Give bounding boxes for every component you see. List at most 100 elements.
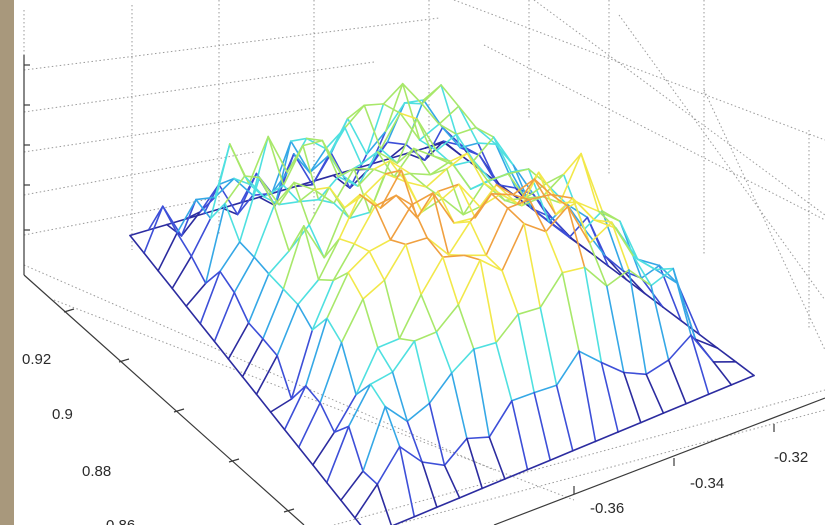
mesh-segment	[129, 229, 150, 237]
mesh-segment	[362, 298, 379, 349]
mesh-segment	[472, 348, 491, 438]
mesh-segment	[406, 402, 431, 423]
mesh-segment	[426, 237, 450, 256]
mesh-segment	[391, 340, 416, 373]
mesh-segment	[311, 431, 336, 466]
mesh-segment	[313, 174, 335, 182]
mesh-segment	[369, 371, 394, 386]
mesh-segment	[420, 256, 444, 296]
mesh-segment	[457, 259, 482, 306]
mesh-segment	[449, 160, 472, 190]
mesh-segment	[195, 196, 216, 201]
mesh-segment	[317, 278, 335, 282]
mesh-segment	[438, 105, 460, 125]
mesh-segment	[357, 168, 375, 187]
y-axis-line	[23, 274, 305, 525]
mesh-segment	[550, 193, 574, 199]
mesh-segment	[376, 483, 393, 525]
mesh-segment	[233, 291, 250, 324]
mesh-segment	[457, 303, 475, 350]
mesh-segment	[507, 168, 530, 175]
mesh-segment	[180, 198, 197, 237]
grid-line	[703, 89, 825, 351]
mesh-segment	[389, 160, 411, 175]
mesh-segment	[475, 126, 495, 138]
x-axis-line	[493, 397, 825, 525]
mesh-segment	[533, 178, 557, 216]
mesh-segment	[376, 346, 394, 373]
mesh-segment	[308, 147, 327, 174]
mesh-segment	[690, 334, 710, 396]
mesh-segment	[492, 136, 512, 173]
mesh-segment	[516, 178, 536, 205]
mesh-segment	[293, 181, 311, 226]
mesh-segment	[490, 193, 514, 196]
mesh-segment	[288, 225, 305, 252]
mesh-segment	[340, 499, 356, 519]
mesh-segment	[458, 183, 477, 219]
mesh-segment	[389, 239, 407, 246]
x-tick-label: -0.36	[590, 500, 624, 517]
mesh-segment	[209, 143, 231, 220]
mesh-segment	[302, 139, 324, 147]
mesh-segment	[421, 461, 446, 467]
mesh-segment	[504, 468, 529, 480]
mesh-segment	[268, 250, 290, 275]
mesh-segment	[441, 183, 460, 200]
mesh-segment	[561, 271, 580, 353]
mesh-segment	[447, 220, 471, 256]
mesh-segment	[450, 348, 475, 374]
mesh-segment	[227, 322, 250, 360]
mesh-segment	[479, 259, 503, 272]
mesh-segment	[282, 288, 299, 306]
mesh-segment	[680, 319, 701, 336]
mesh-segment	[276, 303, 299, 357]
mesh-segment	[274, 140, 292, 207]
mesh-segment	[428, 372, 453, 405]
mesh-segment	[527, 168, 550, 223]
mesh-segment	[416, 118, 435, 157]
mesh-segment	[617, 421, 642, 433]
mesh-segment	[495, 341, 513, 402]
mesh-segment	[413, 331, 438, 342]
mesh-segment	[393, 172, 411, 178]
mesh-segment	[340, 298, 364, 344]
mesh-segment	[273, 181, 295, 207]
mesh-segment	[387, 143, 407, 160]
mesh-segment	[463, 254, 482, 261]
mesh-segment	[243, 175, 261, 179]
mesh-segment	[545, 230, 564, 274]
mesh-segment	[302, 225, 326, 259]
mesh-segment	[253, 256, 270, 275]
mesh-segment	[229, 143, 246, 177]
x-tick-label: -0.32	[774, 449, 808, 466]
mesh-segment	[481, 478, 506, 490]
mesh-segment	[597, 210, 621, 223]
mesh-segment	[523, 222, 547, 233]
mesh-segment	[290, 137, 308, 142]
mesh-segment	[568, 236, 591, 253]
mesh-segment	[604, 255, 625, 272]
grid-line	[618, 14, 825, 301]
mesh-segment	[541, 173, 565, 198]
mesh-segment	[459, 142, 479, 149]
mesh-segment	[262, 337, 279, 357]
mesh-segment	[588, 242, 608, 287]
mesh-segment	[276, 354, 293, 400]
mesh-segment	[418, 123, 440, 141]
mesh-segment	[488, 399, 513, 438]
mesh-segment	[368, 250, 386, 282]
mesh-segment	[269, 411, 286, 431]
mesh-segment	[423, 126, 444, 161]
mesh-segment	[605, 269, 630, 287]
mesh-segment	[157, 269, 173, 290]
mesh-segment	[214, 177, 235, 199]
mesh-segment	[326, 271, 350, 320]
mesh-segment	[340, 341, 357, 396]
y-tick-label: 0.92	[22, 351, 51, 368]
mesh-segment	[290, 140, 311, 174]
mesh-segment	[219, 241, 241, 273]
mesh-segment	[533, 178, 552, 196]
mesh-segment	[243, 175, 265, 198]
mesh-segment	[429, 160, 452, 176]
